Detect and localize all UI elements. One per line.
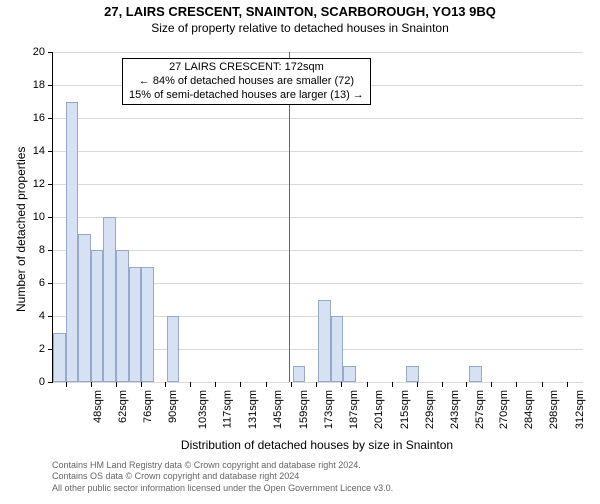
y-tick-label: 4 bbox=[39, 310, 45, 322]
x-tick bbox=[341, 382, 342, 387]
grid-line bbox=[53, 382, 583, 383]
x-tick-label: 90sqm bbox=[167, 390, 179, 423]
y-tick bbox=[48, 250, 53, 251]
annotation-line: 27 LAIRS CRESCENT: 172sqm bbox=[129, 61, 364, 75]
y-tick bbox=[48, 118, 53, 119]
x-tick bbox=[190, 382, 191, 387]
x-tick bbox=[316, 382, 317, 387]
histogram-bar bbox=[91, 250, 104, 382]
histogram-bar bbox=[141, 267, 154, 383]
footer-attribution: Contains HM Land Registry data © Crown c… bbox=[52, 460, 393, 494]
x-tick bbox=[240, 382, 241, 387]
annotation-box: 27 LAIRS CRESCENT: 172sqm ← 84% of detac… bbox=[122, 58, 371, 105]
x-tick-label: 103sqm bbox=[197, 390, 209, 429]
x-tick bbox=[367, 382, 368, 387]
x-tick bbox=[417, 382, 418, 387]
x-tick-label: 270sqm bbox=[498, 390, 510, 429]
y-tick-label: 14 bbox=[33, 145, 45, 157]
y-tick bbox=[48, 217, 53, 218]
x-tick-label: 201sqm bbox=[374, 390, 386, 429]
grid-line bbox=[53, 118, 583, 119]
x-tick bbox=[516, 382, 517, 387]
x-tick-label: 243sqm bbox=[449, 390, 461, 429]
histogram-bar bbox=[167, 316, 180, 382]
y-tick-label: 10 bbox=[33, 211, 45, 223]
y-tick-label: 0 bbox=[39, 376, 45, 388]
grid-line bbox=[53, 151, 583, 152]
histogram-bar bbox=[116, 250, 129, 382]
x-tick bbox=[141, 382, 142, 387]
y-tick bbox=[48, 85, 53, 86]
histogram-bar bbox=[469, 366, 482, 383]
x-tick bbox=[542, 382, 543, 387]
histogram-bar bbox=[78, 234, 91, 383]
footer-line: Contains OS data © Crown copyright and d… bbox=[52, 471, 393, 482]
x-tick bbox=[392, 382, 393, 387]
x-tick-label: 76sqm bbox=[142, 390, 154, 423]
footer-line: All other public sector information lice… bbox=[52, 483, 393, 494]
y-tick-label: 18 bbox=[33, 79, 45, 91]
x-tick bbox=[491, 382, 492, 387]
histogram-bar bbox=[343, 366, 356, 383]
x-axis-label: Distribution of detached houses by size … bbox=[52, 438, 582, 452]
y-tick-label: 6 bbox=[39, 277, 45, 289]
histogram-bar bbox=[66, 102, 79, 383]
histogram-bar bbox=[129, 267, 142, 383]
y-tick bbox=[48, 316, 53, 317]
footer-line: Contains HM Land Registry data © Crown c… bbox=[52, 460, 393, 471]
x-tick-label: 131sqm bbox=[247, 390, 259, 429]
y-tick bbox=[48, 151, 53, 152]
x-tick-label: 298sqm bbox=[548, 390, 560, 429]
x-tick-label: 145sqm bbox=[273, 390, 285, 429]
y-tick-label: 8 bbox=[39, 244, 45, 256]
annotation-line: ← 84% of detached houses are smaller (72… bbox=[129, 75, 364, 89]
grid-line bbox=[53, 250, 583, 251]
x-tick bbox=[116, 382, 117, 387]
x-tick bbox=[91, 382, 92, 387]
x-tick-label: 284sqm bbox=[523, 390, 535, 429]
y-tick bbox=[48, 52, 53, 53]
x-tick-label: 215sqm bbox=[399, 390, 411, 429]
x-tick-label: 312sqm bbox=[574, 390, 586, 429]
x-tick-label: 173sqm bbox=[323, 390, 335, 429]
histogram-bar bbox=[318, 300, 331, 383]
histogram-bar bbox=[103, 217, 116, 382]
y-tick bbox=[48, 382, 53, 383]
y-tick bbox=[48, 283, 53, 284]
y-tick-label: 12 bbox=[33, 178, 45, 190]
x-tick-label: 48sqm bbox=[92, 390, 104, 423]
x-tick-label: 257sqm bbox=[475, 390, 487, 429]
y-tick-label: 16 bbox=[33, 112, 45, 124]
annotation-line: 15% of semi-detached houses are larger (… bbox=[129, 89, 364, 103]
x-tick bbox=[266, 382, 267, 387]
y-tick-label: 2 bbox=[39, 343, 45, 355]
histogram-bar bbox=[331, 316, 344, 382]
grid-line bbox=[53, 52, 583, 53]
x-tick-label: 229sqm bbox=[424, 390, 436, 429]
page-subtitle: Size of property relative to detached ho… bbox=[0, 21, 600, 35]
x-tick bbox=[466, 382, 467, 387]
histogram-bar bbox=[53, 333, 66, 383]
x-tick bbox=[567, 382, 568, 387]
x-tick bbox=[291, 382, 292, 387]
grid-line bbox=[53, 184, 583, 185]
page-title: 27, LAIRS CRESCENT, SNAINTON, SCARBOROUG… bbox=[0, 4, 600, 19]
y-tick bbox=[48, 184, 53, 185]
x-tick bbox=[165, 382, 166, 387]
x-tick-label: 159sqm bbox=[298, 390, 310, 429]
y-axis-label: Number of detached properties bbox=[14, 147, 28, 312]
x-tick bbox=[66, 382, 67, 387]
grid-line bbox=[53, 217, 583, 218]
x-tick-label: 187sqm bbox=[348, 390, 360, 429]
y-tick-label: 20 bbox=[33, 46, 45, 58]
x-tick-label: 62sqm bbox=[117, 390, 129, 423]
x-tick bbox=[215, 382, 216, 387]
x-tick-label: 117sqm bbox=[221, 390, 233, 428]
histogram-bar bbox=[293, 366, 306, 383]
histogram-bar bbox=[406, 366, 419, 383]
x-tick bbox=[442, 382, 443, 387]
